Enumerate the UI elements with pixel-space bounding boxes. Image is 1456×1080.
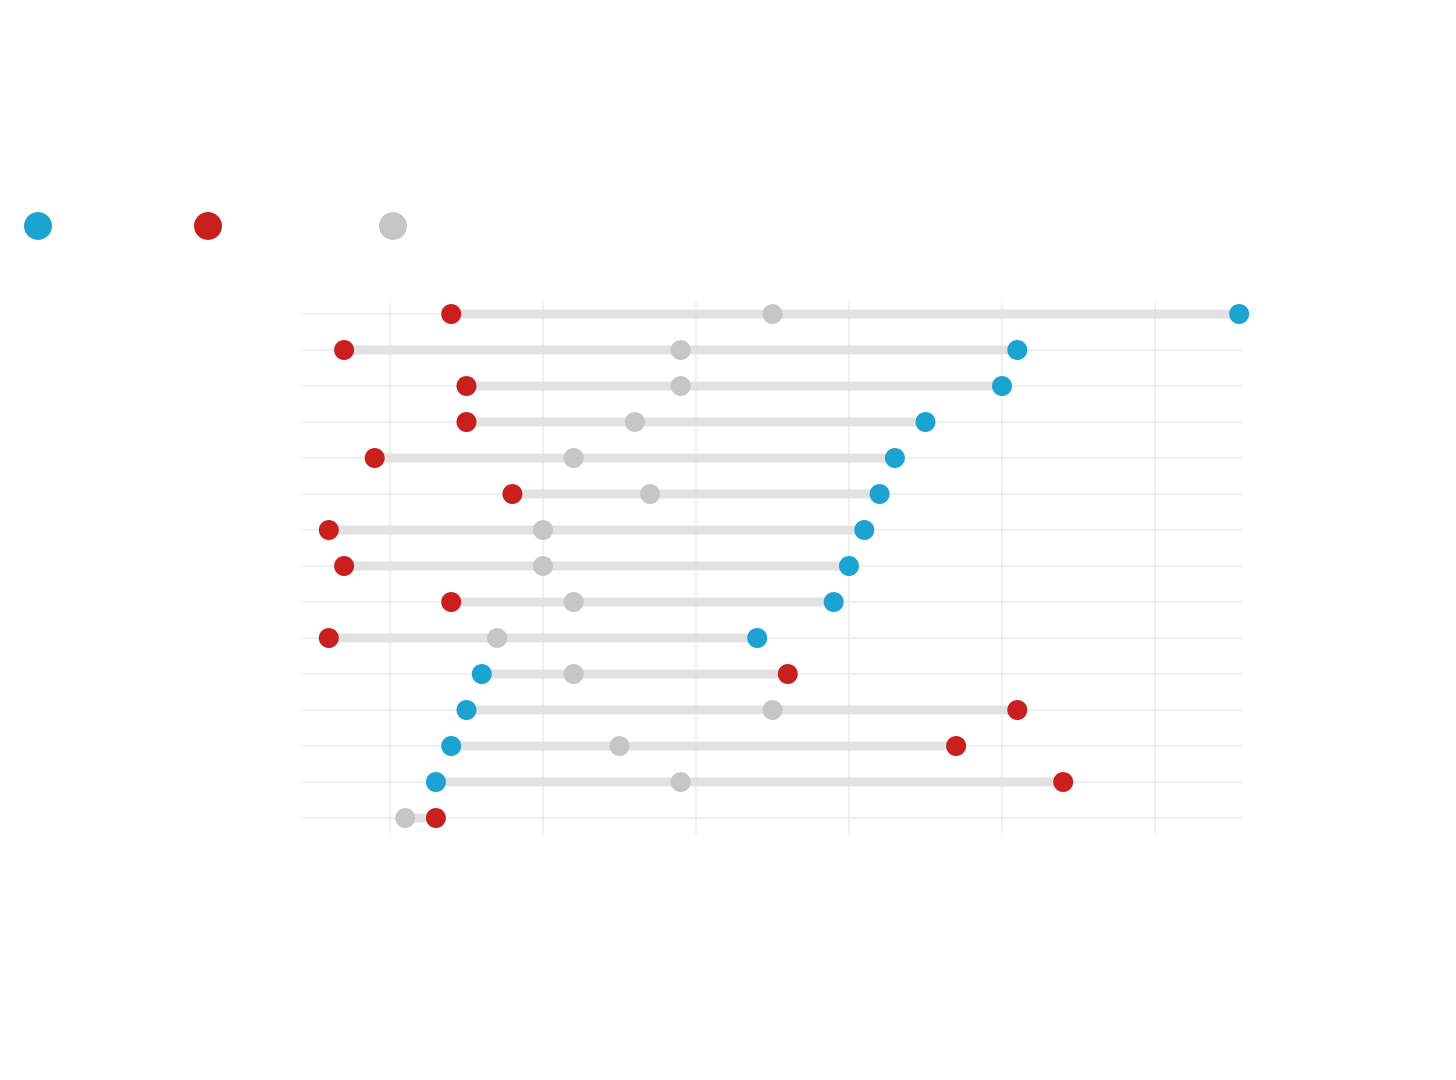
- red-dot: [334, 340, 355, 360]
- red-dot: [441, 304, 462, 324]
- blue-dot: [425, 772, 446, 792]
- range-bars: [328, 309, 1240, 823]
- blue-dot: [869, 484, 890, 504]
- legend-key-1: [24, 212, 52, 240]
- gray-dot: [487, 628, 508, 648]
- gray-dot: [395, 808, 416, 828]
- legend-key-3: [379, 212, 407, 240]
- legend: [24, 212, 407, 240]
- blue-dot: [471, 664, 492, 684]
- red-dot: [777, 664, 798, 684]
- gray-dot: [624, 412, 645, 432]
- blue-dot: [823, 592, 844, 612]
- blue-dot: [1007, 340, 1028, 360]
- gray-dot: [762, 700, 783, 720]
- red-dot: [425, 808, 446, 828]
- red-dot: [318, 520, 339, 540]
- red-dot: [502, 484, 523, 504]
- red-dot: [441, 592, 462, 612]
- blue-dot: [456, 700, 477, 720]
- gray-dot: [609, 736, 630, 756]
- blue-dot: [915, 412, 936, 432]
- dots: [318, 304, 1250, 828]
- red-dot: [946, 736, 967, 756]
- gray-dot: [563, 664, 584, 684]
- gray-dot: [762, 304, 783, 324]
- red-dot: [1007, 700, 1028, 720]
- blue-dot: [854, 520, 875, 540]
- red-dot: [318, 628, 339, 648]
- gray-dot: [670, 376, 691, 396]
- blue-dot: [1229, 304, 1250, 324]
- red-dot: [334, 556, 355, 576]
- blue-dot: [441, 736, 462, 756]
- gray-dot: [670, 340, 691, 360]
- red-dot: [456, 412, 477, 432]
- gray-dot: [563, 448, 584, 468]
- red-dot: [1053, 772, 1074, 792]
- gray-dot: [670, 772, 691, 792]
- blue-dot: [992, 376, 1012, 396]
- red-dot: [456, 376, 477, 396]
- gray-dot: [640, 484, 661, 504]
- gray-dot: [563, 592, 584, 612]
- gray-dot: [533, 556, 553, 576]
- red-dot: [364, 448, 385, 468]
- legend-key-2: [194, 212, 222, 240]
- blue-dot: [839, 556, 859, 576]
- blue-dot: [747, 628, 768, 648]
- plot-area: [302, 302, 1250, 834]
- blue-dot: [884, 448, 905, 468]
- gray-dot: [533, 520, 553, 540]
